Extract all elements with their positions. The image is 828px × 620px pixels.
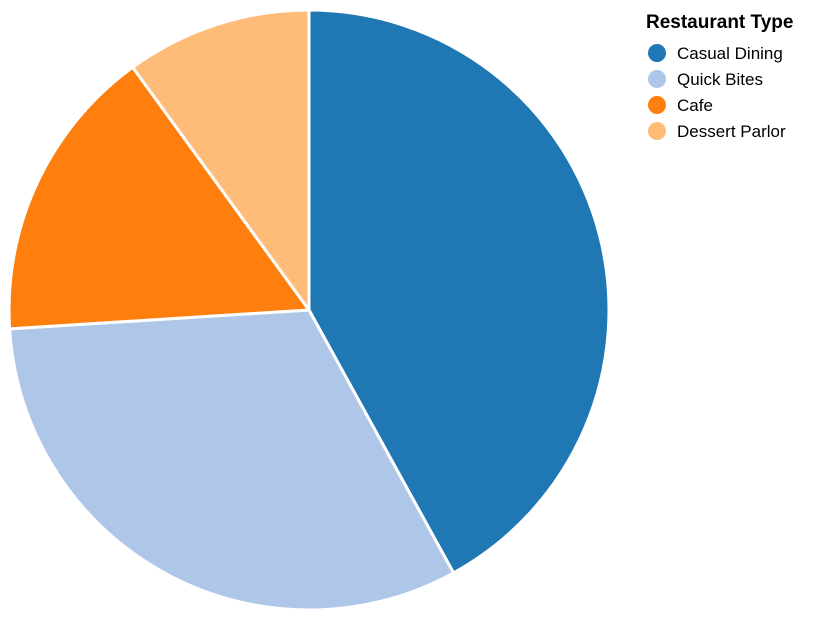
legend: Restaurant Type Casual Dining Quick Bites… — [646, 12, 793, 141]
legend-swatch-dessert-parlor — [648, 122, 666, 140]
legend-items: Casual Dining Quick Bites Cafe Dessert Parl… — [648, 44, 786, 141]
legend-label-quick-bites: Quick Bites — [677, 70, 763, 89]
legend-title: Restaurant Type — [646, 12, 793, 33]
legend-swatch-quick-bites — [648, 70, 666, 88]
legend-swatch-casual-dining — [648, 44, 666, 62]
pie-slice-casual-dining — [307, 8, 611, 575]
pie-slice-cafe — [7, 65, 311, 331]
legend-swatch-cafe — [648, 96, 666, 114]
pie-slice-quick-bites — [8, 308, 456, 612]
legend-label-dessert-parlor: Dessert Parlor — [677, 122, 786, 141]
legend-label-cafe: Cafe — [677, 96, 713, 115]
pie-slices — [7, 8, 611, 612]
pie-slice-dessert-parlor — [131, 8, 311, 312]
legend-label-casual-dining: Casual Dining — [677, 44, 783, 63]
